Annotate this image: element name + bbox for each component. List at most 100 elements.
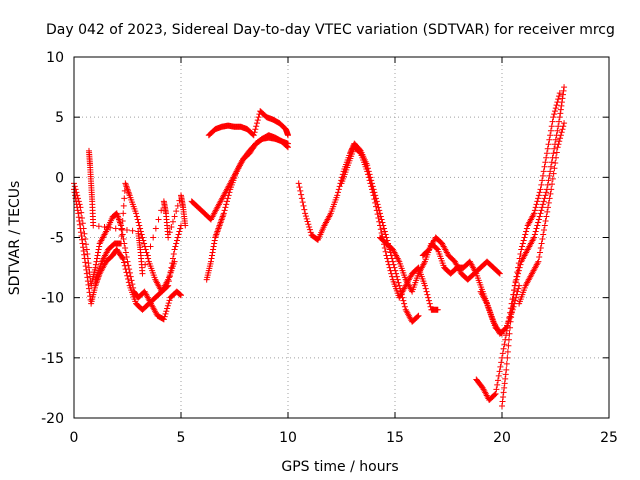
data-point bbox=[226, 189, 233, 196]
data-point bbox=[373, 207, 380, 214]
data-point bbox=[522, 231, 529, 238]
data-point bbox=[368, 183, 375, 190]
data-point bbox=[335, 189, 342, 196]
data-point bbox=[85, 260, 92, 267]
data-point bbox=[122, 245, 129, 252]
data-point bbox=[540, 231, 547, 238]
data-point bbox=[383, 252, 390, 259]
data-point bbox=[555, 141, 562, 148]
data-point bbox=[374, 211, 381, 218]
data-point bbox=[334, 192, 341, 199]
data-point bbox=[546, 136, 553, 143]
data-point bbox=[119, 231, 126, 238]
data-point bbox=[150, 234, 157, 241]
data-point bbox=[83, 246, 90, 253]
data-point bbox=[285, 144, 291, 151]
y-tick-label: 0 bbox=[55, 170, 64, 186]
data-point bbox=[427, 303, 434, 310]
data-point bbox=[494, 377, 501, 384]
data-point bbox=[515, 285, 522, 292]
data-point bbox=[550, 150, 557, 157]
x-tick-label: 0 bbox=[70, 430, 79, 446]
data-point bbox=[364, 168, 371, 175]
data-point bbox=[509, 306, 516, 313]
data-point bbox=[220, 210, 227, 217]
data-point bbox=[548, 186, 555, 193]
data-point bbox=[80, 244, 87, 251]
data-point bbox=[284, 143, 291, 150]
data-point bbox=[538, 207, 545, 214]
data-point bbox=[541, 163, 548, 170]
data-point bbox=[76, 217, 83, 224]
data-point bbox=[557, 132, 564, 139]
data-point bbox=[253, 120, 260, 127]
data-point bbox=[356, 149, 363, 156]
data-point bbox=[301, 206, 308, 213]
data-point bbox=[386, 264, 393, 271]
data-point bbox=[125, 279, 132, 286]
data-point bbox=[119, 225, 126, 232]
data-point bbox=[552, 136, 559, 143]
data-point bbox=[166, 297, 173, 304]
data-point bbox=[369, 189, 376, 196]
data-point bbox=[94, 252, 101, 259]
data-point bbox=[136, 222, 143, 229]
data-point bbox=[370, 192, 377, 199]
data-point bbox=[533, 201, 540, 208]
data-point bbox=[142, 246, 149, 253]
data-point bbox=[424, 291, 431, 298]
data-point bbox=[77, 229, 84, 236]
data-point bbox=[559, 126, 566, 133]
data-point bbox=[302, 210, 309, 217]
data-point bbox=[165, 278, 172, 285]
data-point bbox=[501, 384, 508, 391]
data-point bbox=[223, 201, 230, 208]
data-point bbox=[515, 270, 522, 277]
data-point bbox=[139, 270, 146, 277]
data-point bbox=[513, 291, 520, 298]
data-point bbox=[515, 267, 522, 274]
data-point bbox=[503, 360, 510, 367]
data-point bbox=[387, 267, 394, 274]
data-point bbox=[542, 192, 549, 199]
data-point bbox=[433, 245, 440, 252]
data-point bbox=[539, 177, 546, 184]
data-point bbox=[536, 213, 543, 220]
data-point bbox=[174, 234, 181, 241]
data-point bbox=[252, 126, 259, 133]
x-tick-label: 20 bbox=[493, 430, 511, 446]
y-tick-label: -10 bbox=[41, 291, 64, 307]
data-point bbox=[561, 120, 568, 127]
data-point bbox=[74, 207, 81, 214]
data-point bbox=[84, 251, 91, 258]
data-point bbox=[122, 266, 129, 273]
data-point bbox=[296, 184, 303, 191]
data-point bbox=[547, 127, 554, 134]
data-point bbox=[519, 240, 526, 247]
data-point bbox=[552, 160, 559, 167]
data-point bbox=[209, 249, 216, 256]
data-point bbox=[379, 219, 386, 226]
data-point bbox=[535, 192, 542, 199]
data-point bbox=[500, 345, 507, 352]
data-point bbox=[551, 108, 558, 115]
data-point bbox=[85, 285, 92, 292]
data-point bbox=[141, 243, 148, 250]
data-point bbox=[553, 154, 560, 161]
data-point bbox=[174, 202, 181, 209]
data-points bbox=[71, 84, 568, 409]
data-point bbox=[173, 240, 180, 247]
data-point bbox=[426, 300, 433, 307]
data-point bbox=[364, 171, 371, 178]
data-point bbox=[506, 330, 513, 337]
data-point bbox=[168, 264, 175, 271]
data-point bbox=[555, 118, 562, 125]
data-point bbox=[499, 402, 505, 409]
data-point bbox=[543, 154, 550, 161]
data-point bbox=[388, 270, 395, 277]
data-point bbox=[423, 288, 430, 295]
data-point bbox=[78, 209, 85, 216]
data-point bbox=[375, 214, 382, 221]
data-point bbox=[535, 216, 542, 223]
